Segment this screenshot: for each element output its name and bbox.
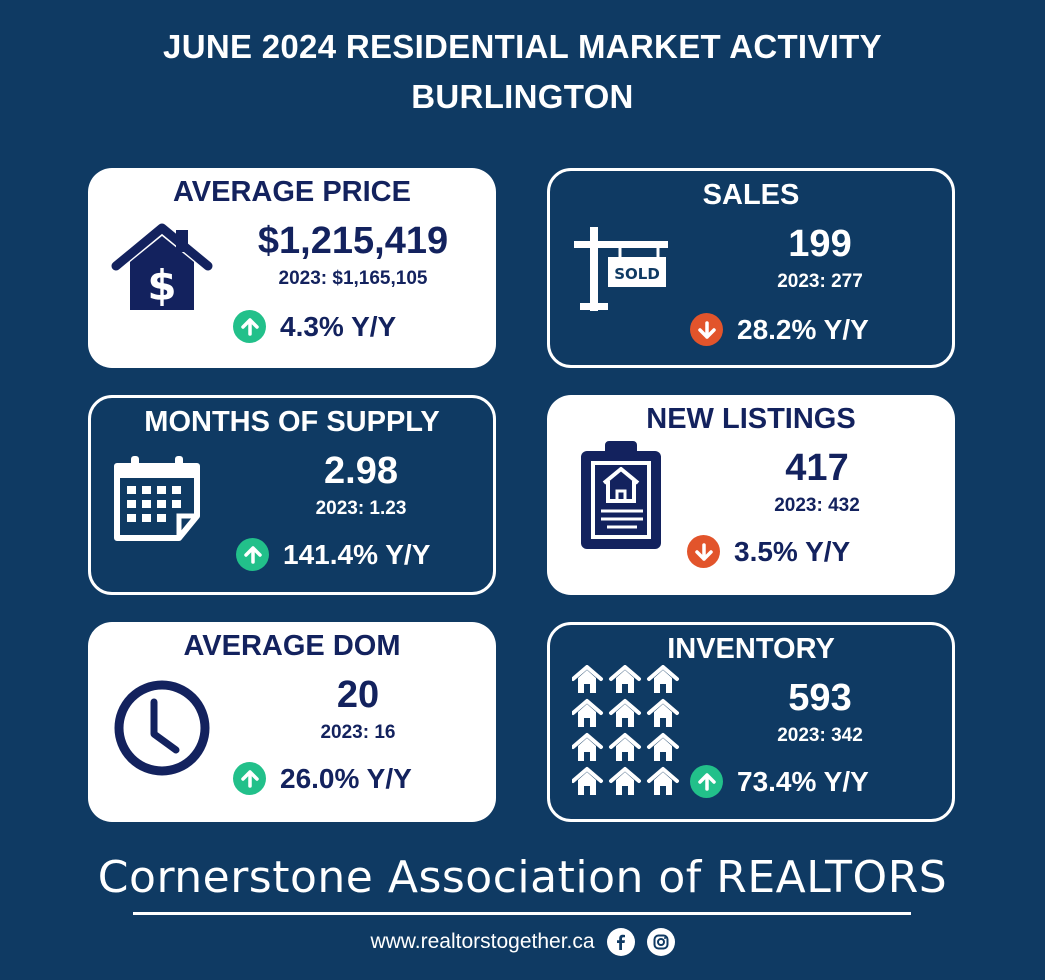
change: 26.0% Y/Y: [233, 762, 412, 795]
card-inventory: INVENTORY 593 2023: 342 73.4% Y/Y: [547, 622, 955, 822]
value: 2.98: [324, 450, 398, 492]
change: 4.3% Y/Y: [233, 310, 396, 343]
arrow-up-icon: [233, 310, 266, 343]
previous-year: 2023: 16: [320, 722, 396, 743]
sold-sign-icon: SOLD: [574, 227, 668, 311]
title-line-1: JUNE 2024 RESIDENTIAL MARKET ACTIVITY: [163, 28, 882, 65]
card-title: AVERAGE DOM: [183, 630, 401, 662]
change-text: 26.0% Y/Y: [280, 762, 412, 794]
card-average-dom: AVERAGE DOM 20 2023: 16 26.0% Y/Y: [88, 622, 496, 822]
arrow-down-icon: [687, 535, 720, 568]
card-average-price: AVERAGE PRICE $ $1,215,419 2023: $1,165,…: [88, 168, 496, 368]
title-line-2: BURLINGTON: [411, 78, 634, 115]
change-text: 4.3% Y/Y: [280, 310, 397, 342]
change-text: 141.4% Y/Y: [283, 538, 431, 570]
value: 417: [785, 447, 849, 489]
houses-grid-icon: [572, 665, 679, 795]
change: 3.5% Y/Y: [687, 535, 850, 568]
svg-text:$: $: [147, 261, 176, 310]
card-title: MONTHS OF SUPPLY: [144, 406, 440, 438]
calendar-icon: [114, 456, 200, 541]
change: 28.2% Y/Y: [690, 313, 869, 346]
card-title: SALES: [702, 179, 800, 211]
page-title: JUNE 2024 RESIDENTIAL MARKET ACTIVITY BU…: [0, 22, 1045, 122]
card-months-of-supply: MONTHS OF SUPPLY 2.98 2023: 1.23 141.4% …: [88, 395, 496, 595]
footer-contact: www.realtorstogether.ca: [0, 925, 1045, 959]
clipboard-house-icon: [581, 441, 661, 549]
arrow-down-icon: [690, 313, 723, 346]
arrow-up-icon: [236, 538, 269, 571]
change: 73.4% Y/Y: [690, 765, 869, 798]
previous-year: 2023: 277: [777, 271, 863, 292]
website-link[interactable]: www.realtorstogether.ca: [370, 930, 595, 953]
organization-name: Cornerstone Association of REALTORS: [97, 852, 948, 903]
value: 199: [788, 223, 852, 265]
card-title: NEW LISTINGS: [646, 403, 856, 435]
card-new-listings: NEW LISTINGS 417 2023: 432 3.5% Y/Y: [547, 395, 955, 595]
change-text: 73.4% Y/Y: [737, 765, 869, 797]
change-text: 3.5% Y/Y: [734, 535, 851, 567]
previous-year: 2023: 1.23: [315, 498, 407, 519]
change: 141.4% Y/Y: [236, 538, 430, 571]
arrow-up-icon: [690, 765, 723, 798]
facebook-icon[interactable]: [606, 928, 635, 956]
footer-divider: [133, 912, 911, 915]
card-sales: SALES SOLD 199 2023: 277 28.2% Y/Y: [547, 168, 955, 368]
card-title: INVENTORY: [667, 633, 835, 665]
sign-text: SOLD: [614, 265, 660, 283]
arrow-up-icon: [233, 762, 266, 795]
previous-year: 2023: 342: [777, 725, 863, 746]
house-dollar-icon: $: [111, 223, 213, 310]
previous-year: 2023: $1,165,105: [278, 268, 428, 289]
value: 20: [336, 674, 380, 716]
previous-year: 2023: 432: [774, 495, 860, 516]
value: 593: [788, 677, 852, 719]
change-text: 28.2% Y/Y: [737, 313, 869, 345]
card-title: AVERAGE PRICE: [173, 176, 411, 208]
clock-icon: [114, 680, 210, 776]
value: $1,215,419: [257, 220, 449, 262]
instagram-icon[interactable]: [646, 928, 675, 956]
